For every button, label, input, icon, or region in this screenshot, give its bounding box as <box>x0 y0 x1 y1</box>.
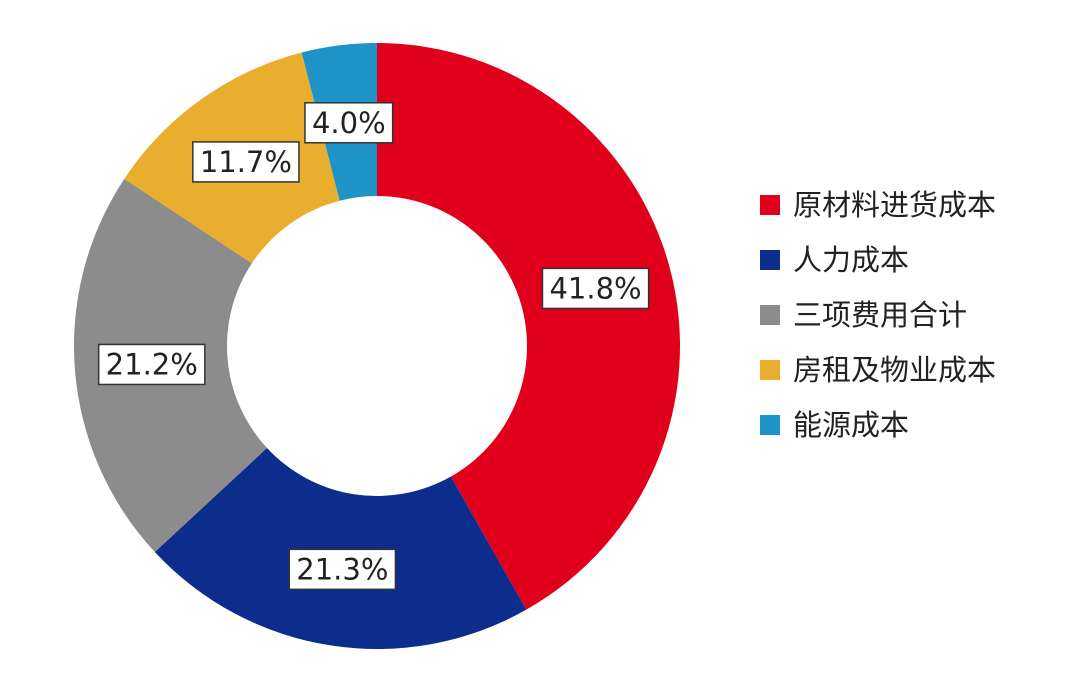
data-label-text: 21.3% <box>296 552 388 586</box>
legend-swatch <box>760 305 780 325</box>
donut-slice-2 <box>154 447 527 649</box>
data-labels: 41.8% 21.3% 21.2% 11.7% 4.0% <box>97 102 650 591</box>
legend-swatch <box>760 250 780 270</box>
data-label-text: 11.7% <box>200 145 292 179</box>
legend-label: 能源成本 <box>793 408 909 442</box>
data-label-3: 21.2% <box>97 343 206 386</box>
legend-swatch <box>760 195 780 215</box>
legend-item-1: 原材料进货成本 <box>760 188 996 222</box>
data-label-box <box>288 548 397 591</box>
legend-label: 房租及物业成本 <box>793 353 996 387</box>
data-label-box <box>541 267 650 310</box>
data-label-text: 21.2% <box>106 347 198 381</box>
data-label-box <box>97 343 206 386</box>
legend-swatch <box>760 360 780 380</box>
legend-label: 人力成本 <box>793 243 909 277</box>
data-label-box <box>304 102 394 144</box>
legend-label: 三项费用合计 <box>793 298 967 332</box>
data-label-5: 4.0% <box>304 102 394 144</box>
data-label-2: 21.3% <box>288 548 397 591</box>
data-label-1: 41.8% <box>541 267 650 310</box>
legend-item-3: 三项费用合计 <box>760 298 967 332</box>
legend-label: 原材料进货成本 <box>793 188 996 222</box>
data-label-4: 11.7% <box>192 141 300 183</box>
data-label-text: 4.0% <box>312 106 386 140</box>
legend-swatch <box>760 415 780 435</box>
legend-item-4: 房租及物业成本 <box>760 353 996 387</box>
data-label-box <box>192 141 300 183</box>
legend-item-5: 能源成本 <box>760 408 909 442</box>
donut-slice-1 <box>377 43 680 610</box>
legend-item-2: 人力成本 <box>760 243 909 277</box>
data-label-text: 41.8% <box>549 271 641 305</box>
